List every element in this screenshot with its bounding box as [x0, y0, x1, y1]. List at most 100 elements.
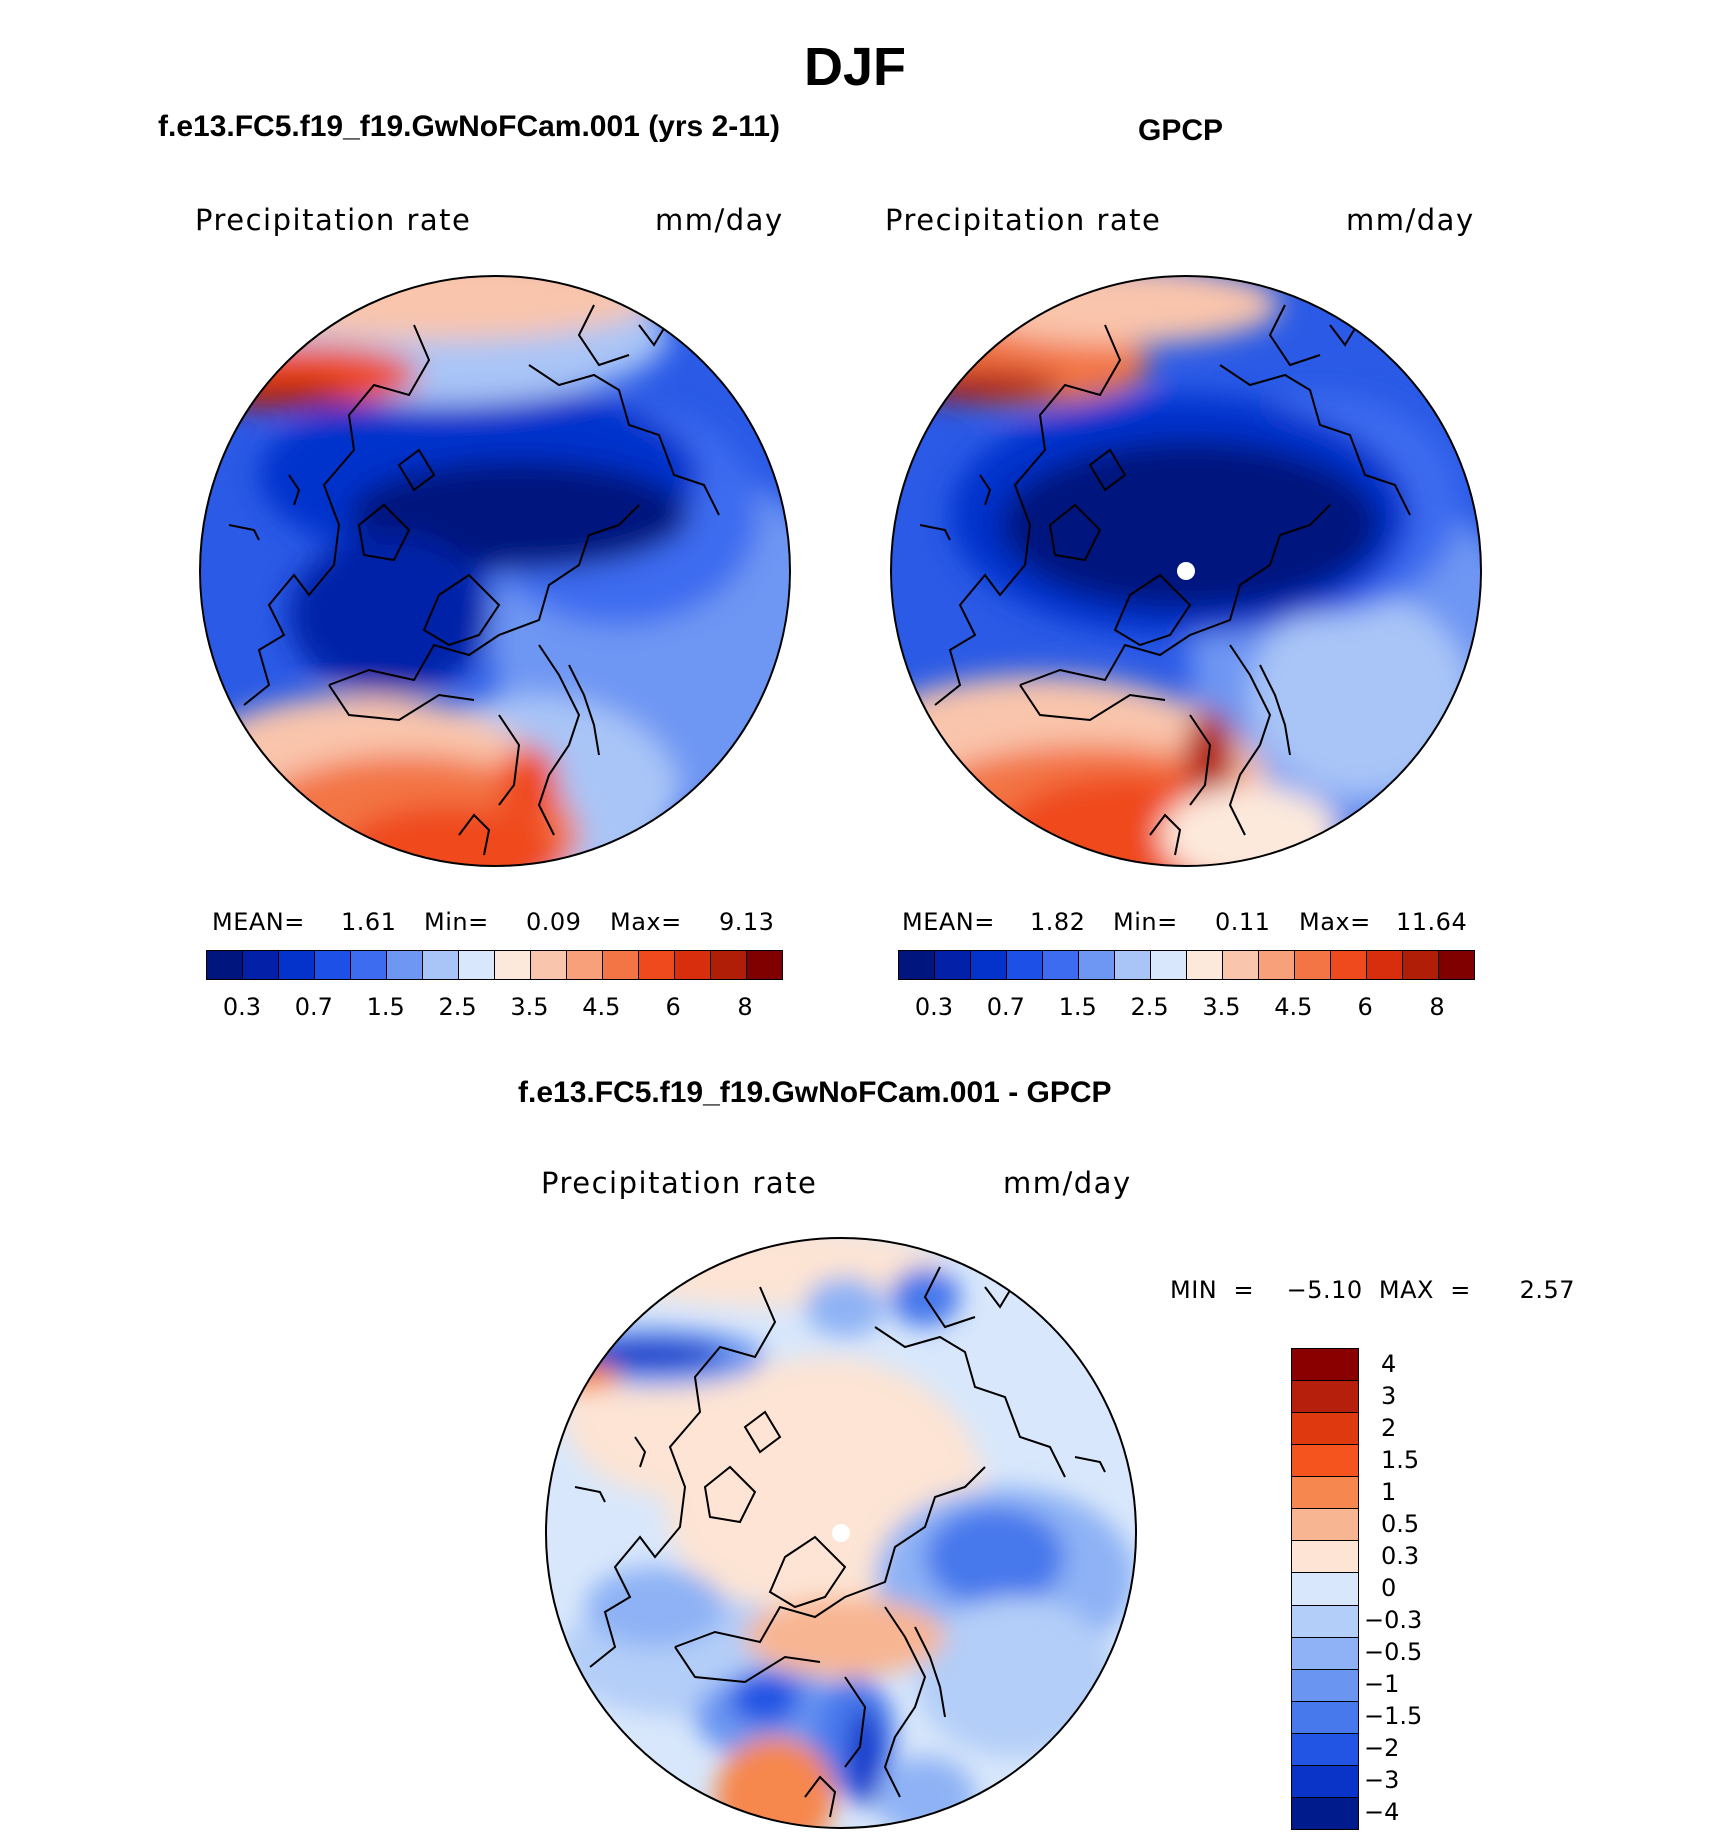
model-mean-value: 1.61 — [341, 908, 397, 936]
colorbar-swatch — [1079, 951, 1115, 979]
obs-polar-map — [890, 275, 1482, 867]
colorbar-swatch — [1292, 1445, 1358, 1478]
colorbar-swatch — [1259, 951, 1295, 979]
diff-field-label: Precipitation rate — [541, 1166, 818, 1200]
colorbar-swatch — [1292, 1541, 1358, 1574]
colorbar-swatch — [1367, 951, 1403, 979]
colorbar-swatch — [1043, 951, 1079, 979]
colorbar-tick-label: 2.5 — [438, 993, 477, 1021]
colorbar-tick-label: 8 — [1429, 993, 1445, 1021]
colorbar-swatch — [351, 951, 387, 979]
obs-min-label: Min= — [1113, 908, 1178, 936]
colorbar-swatch — [1292, 1797, 1358, 1829]
obs-field-label: Precipitation rate — [885, 203, 1162, 237]
obs-mean-value: 1.82 — [1030, 908, 1086, 936]
colorbar-swatch — [1331, 951, 1367, 979]
colorbar-swatch — [1292, 1605, 1358, 1638]
colorbar-swatch — [1151, 951, 1187, 979]
colorbar-swatch — [1292, 1573, 1358, 1606]
diff-colorbar — [1291, 1348, 1359, 1830]
model-panel-title: f.e13.FC5.f19_f19.GwNoFCam.001 (yrs 2-11… — [158, 110, 780, 143]
colorbar-swatch — [1187, 951, 1223, 979]
colorbar-tick-label: 0 — [1381, 1574, 1397, 1602]
colorbar-tick-label: −4 — [1364, 1798, 1400, 1826]
colorbar-tick-label: 1 — [1381, 1478, 1397, 1506]
colorbar-tick-label: −0.5 — [1364, 1638, 1423, 1666]
colorbar-swatch — [935, 951, 971, 979]
colorbar-swatch — [639, 951, 675, 979]
model-max-label: Max= — [610, 908, 682, 936]
colorbar-tick-label: −0.3 — [1364, 1606, 1423, 1634]
colorbar-swatch — [459, 951, 495, 979]
colorbar-tick-label: 6 — [1357, 993, 1373, 1021]
diff-units-label: mm/day — [1003, 1166, 1132, 1200]
colorbar-swatch — [243, 951, 279, 979]
colorbar-swatch — [1292, 1509, 1358, 1542]
colorbar-swatch — [971, 951, 1007, 979]
colorbar-tick-label: 0.3 — [1381, 1542, 1420, 1570]
colorbar-swatch — [711, 951, 747, 979]
colorbar-tick-label: 0.7 — [294, 993, 333, 1021]
colorbar-swatch — [675, 951, 711, 979]
colorbar-tick-label: −1.5 — [1364, 1702, 1423, 1730]
colorbar-tick-label: 3.5 — [510, 993, 549, 1021]
model-min-value: 0.09 — [526, 908, 582, 936]
colorbar-tick-label: 4.5 — [1274, 993, 1313, 1021]
colorbar-tick-label: 6 — [665, 993, 681, 1021]
colorbar-tick-label: 1.5 — [1381, 1446, 1420, 1474]
colorbar-swatch — [315, 951, 351, 979]
diff-polar-map — [545, 1237, 1137, 1829]
obs-panel-title: GPCP — [1138, 114, 1224, 147]
colorbar-swatch — [495, 951, 531, 979]
obs-mean-label: MEAN= — [902, 908, 995, 936]
model-field-label: Precipitation rate — [195, 203, 472, 237]
diff-panel-title: f.e13.FC5.f19_f19.GwNoFCam.001 - GPCP — [518, 1076, 1112, 1109]
colorbar-swatch — [387, 951, 423, 979]
colorbar-swatch — [1292, 1477, 1358, 1510]
colorbar-swatch — [1115, 951, 1151, 979]
colorbar-tick-label: 2 — [1381, 1414, 1397, 1442]
colorbar-tick-label: −1 — [1364, 1670, 1400, 1698]
colorbar-swatch — [1292, 1701, 1358, 1734]
colorbar-tick-label: 3.5 — [1202, 993, 1241, 1021]
obs-units-label: mm/day — [1346, 203, 1475, 237]
colorbar-tick-label: 1.5 — [366, 993, 405, 1021]
colorbar-tick-label: 2.5 — [1130, 993, 1169, 1021]
obs-min-value: 0.11 — [1215, 908, 1271, 936]
colorbar-swatch — [1403, 951, 1439, 979]
colorbar-tick-label: −2 — [1364, 1734, 1400, 1762]
model-min-label: Min= — [424, 908, 489, 936]
colorbar-swatch — [899, 951, 935, 979]
colorbar-swatch — [1292, 1413, 1358, 1446]
model-colorbar — [206, 950, 783, 980]
colorbar-tick-label: −3 — [1364, 1766, 1400, 1794]
colorbar-swatch — [1292, 1381, 1358, 1414]
colorbar-tick-label: 8 — [737, 993, 753, 1021]
colorbar-swatch — [531, 951, 567, 979]
colorbar-swatch — [1292, 1765, 1358, 1798]
colorbar-swatch — [1295, 951, 1331, 979]
colorbar-swatch — [1292, 1669, 1358, 1702]
colorbar-swatch — [1223, 951, 1259, 979]
colorbar-tick-label: 0.7 — [986, 993, 1025, 1021]
obs-colorbar — [898, 950, 1475, 980]
colorbar-swatch — [423, 951, 459, 979]
colorbar-tick-label: 0.3 — [222, 993, 262, 1021]
colorbar-swatch — [279, 951, 315, 979]
model-polar-map — [199, 275, 791, 867]
colorbar-tick-label: 0.3 — [914, 993, 954, 1021]
colorbar-swatch — [747, 951, 782, 979]
obs-max-label: Max= — [1299, 908, 1371, 936]
colorbar-swatch — [1439, 951, 1474, 979]
colorbar-swatch — [1292, 1349, 1358, 1382]
colorbar-swatch — [567, 951, 603, 979]
model-mean-label: MEAN= — [212, 908, 305, 936]
model-units-label: mm/day — [655, 203, 784, 237]
colorbar-swatch — [1292, 1733, 1358, 1766]
diff-minmax-label: MIN = −5.10 MAX = 2.57 — [1170, 1276, 1576, 1304]
season-title: DJF — [803, 37, 906, 97]
colorbar-swatch — [1007, 951, 1043, 979]
colorbar-tick-label: 4.5 — [582, 993, 621, 1021]
colorbar-tick-label: 0.5 — [1381, 1510, 1420, 1538]
model-max-value: 9.13 — [719, 908, 775, 936]
